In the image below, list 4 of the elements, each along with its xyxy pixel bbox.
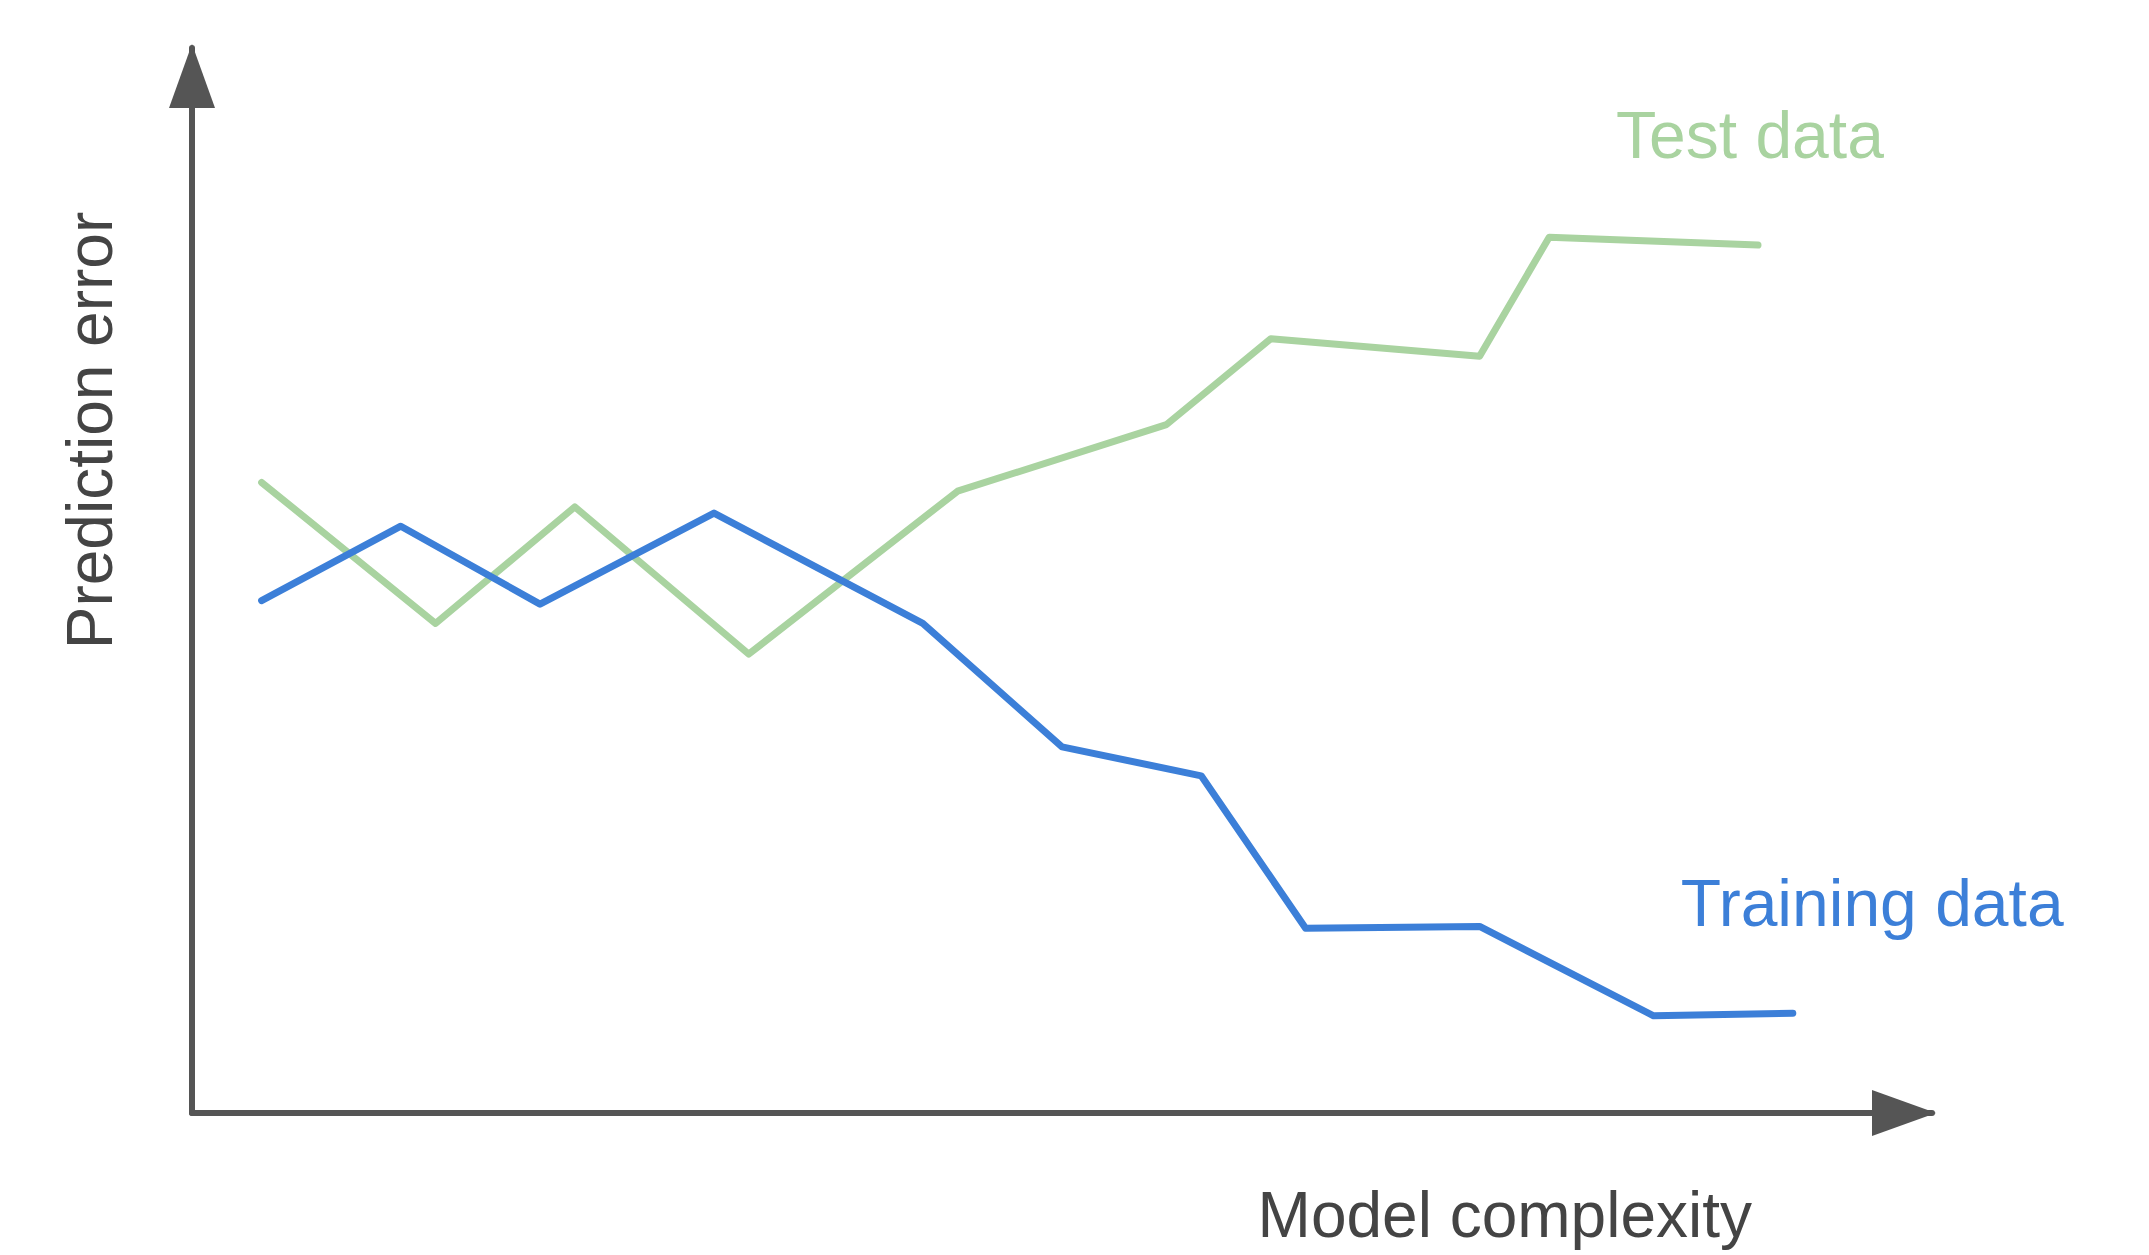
- series-label: Test data: [1616, 98, 1885, 173]
- y-axis-title: Prediction error: [54, 211, 126, 650]
- x-axis-title: Model complexity: [1257, 1179, 1752, 1251]
- series-label: Training data: [1680, 866, 2064, 941]
